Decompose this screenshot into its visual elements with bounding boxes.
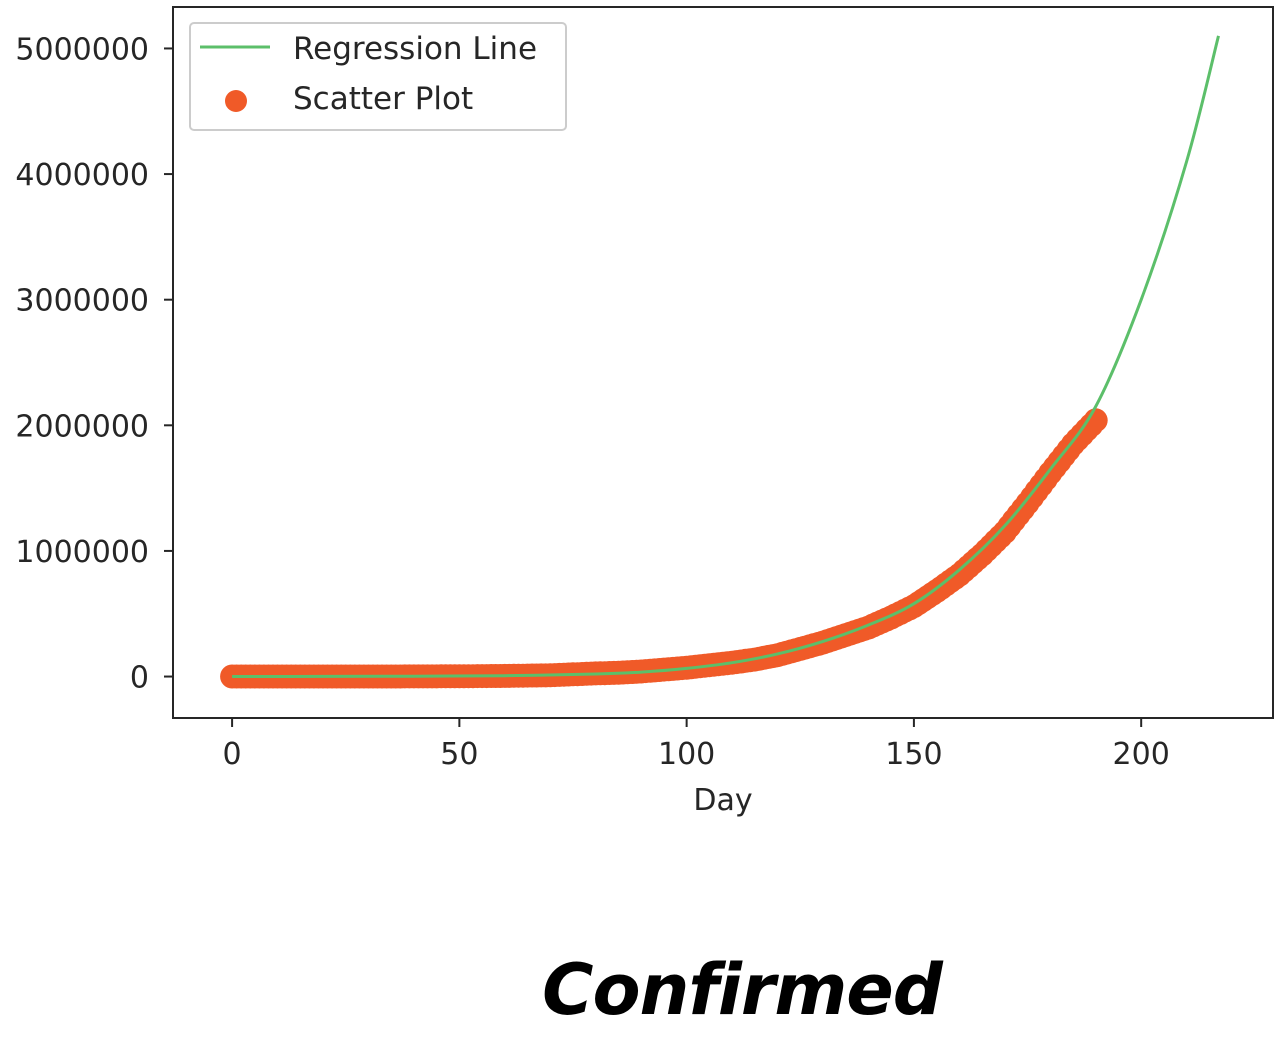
x-axis-label: Day [693, 783, 752, 818]
y-tick-label: 0 [130, 661, 149, 696]
legend-label-scatter-plot: Scatter Plot [293, 81, 473, 117]
y-tick-label: 1000000 [15, 535, 149, 570]
y-tick-label: 3000000 [15, 284, 149, 319]
legend-box [189, 22, 567, 131]
x-tick-label: 200 [1113, 737, 1170, 772]
chart-caption: Confirmed [542, 949, 943, 1031]
x-tick-label: 100 [658, 737, 715, 772]
x-tick-label: 150 [885, 737, 942, 772]
plot-frame [172, 6, 1274, 719]
y-tick-label: 5000000 [15, 32, 149, 67]
x-tick-label: 0 [223, 737, 242, 772]
y-tick-label: 4000000 [15, 158, 149, 193]
scatter-point [1079, 413, 1104, 438]
legend-label-regression-line: Regression Line [293, 31, 537, 67]
axes: 0 50 100 150 200 0 1000000 2000000 3000000 400000… [15, 6, 1274, 772]
legend-swatch-scatter-plot [225, 90, 247, 112]
y-tick-label: 2000000 [15, 409, 149, 444]
scatter-fill [224, 413, 1104, 689]
plot-area [220, 35, 1220, 689]
regression-line [232, 35, 1220, 678]
legend: Regression Line Scatter Plot [189, 22, 567, 131]
x-tick-label: 50 [440, 737, 478, 772]
